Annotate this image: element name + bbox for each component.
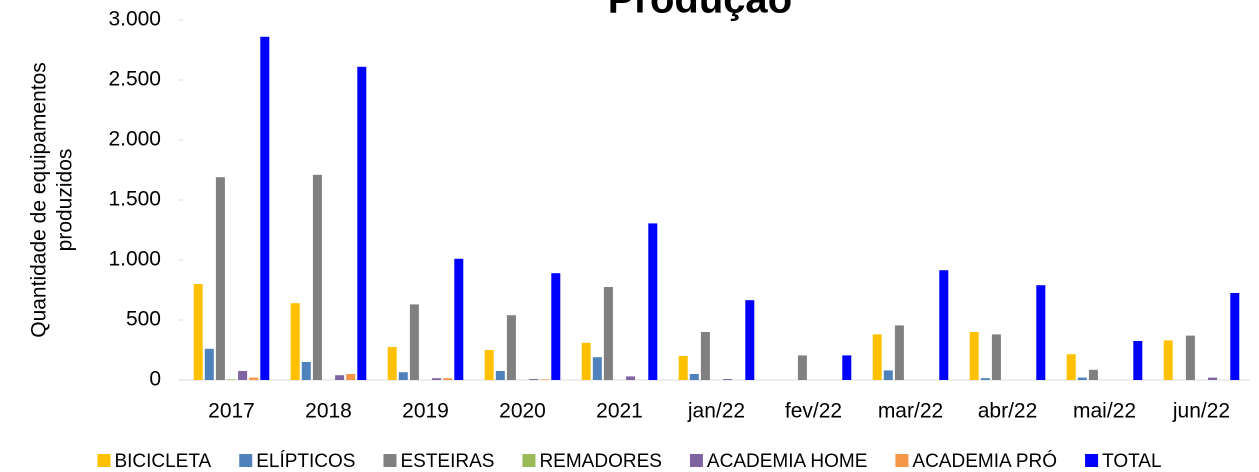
y-tick-label: 500 bbox=[126, 308, 161, 331]
x-tick-label: abr/22 bbox=[978, 400, 1038, 423]
bar bbox=[495, 371, 505, 380]
bar bbox=[346, 374, 356, 380]
bar bbox=[312, 174, 322, 380]
bar bbox=[1066, 354, 1076, 380]
x-tick-label: mar/22 bbox=[878, 400, 943, 423]
x-tick-label: 2021 bbox=[596, 400, 643, 423]
bar bbox=[484, 350, 494, 380]
x-tick-label: jun/22 bbox=[1172, 400, 1230, 423]
bar bbox=[290, 303, 300, 380]
bar bbox=[215, 177, 225, 380]
bar bbox=[883, 370, 893, 380]
bar bbox=[529, 379, 539, 380]
bar bbox=[969, 332, 979, 380]
bar bbox=[1230, 293, 1240, 380]
y-tick-label: 1.500 bbox=[108, 188, 161, 211]
bar bbox=[260, 36, 270, 381]
legend-label: TOTAL bbox=[1102, 451, 1161, 472]
legend-label: ACADEMIA PRÓ bbox=[912, 450, 1057, 472]
bar bbox=[193, 284, 203, 380]
x-tick-label: 2020 bbox=[499, 400, 546, 423]
legend-swatch bbox=[689, 454, 703, 467]
bar bbox=[991, 334, 1001, 380]
bar bbox=[432, 378, 442, 380]
legend-swatch bbox=[383, 454, 397, 467]
legend-swatch bbox=[895, 454, 909, 467]
legend-swatch bbox=[1085, 454, 1099, 467]
x-tick-label: mai/22 bbox=[1073, 400, 1136, 423]
legend-label: ELÍPTICOS bbox=[256, 451, 355, 472]
y-axis-label: produzidos bbox=[54, 149, 77, 252]
bar bbox=[648, 223, 658, 380]
y-tick-label: 2.000 bbox=[108, 128, 161, 151]
bar bbox=[1163, 340, 1173, 380]
bar bbox=[443, 378, 453, 380]
bar bbox=[1133, 341, 1143, 380]
x-tick-label: 2019 bbox=[402, 400, 449, 423]
bar bbox=[939, 270, 949, 380]
bar bbox=[872, 334, 882, 380]
bar bbox=[1185, 335, 1195, 380]
bar bbox=[603, 287, 613, 380]
bar bbox=[249, 377, 259, 380]
bar bbox=[204, 348, 214, 380]
bar bbox=[357, 66, 367, 381]
bar bbox=[540, 379, 550, 380]
legend-swatch bbox=[239, 454, 253, 467]
bar bbox=[797, 355, 807, 380]
x-tick-label: 2018 bbox=[305, 400, 352, 423]
bar bbox=[581, 342, 591, 380]
bar bbox=[700, 332, 710, 380]
bar bbox=[506, 315, 516, 380]
y-tick-label: 1.000 bbox=[108, 248, 161, 271]
y-axis-label: Quantidade de equipamentos bbox=[28, 62, 51, 338]
x-tick-label: jan/22 bbox=[687, 400, 745, 423]
bar bbox=[1077, 377, 1087, 380]
bar bbox=[723, 379, 733, 380]
chart-title: Produção bbox=[608, 0, 792, 22]
bar bbox=[551, 273, 561, 380]
x-tick-label: 2017 bbox=[208, 400, 255, 423]
bar bbox=[842, 355, 852, 380]
bar bbox=[301, 362, 311, 380]
bar bbox=[409, 304, 419, 380]
bar bbox=[1088, 369, 1098, 380]
x-tick-label: fev/22 bbox=[785, 400, 842, 423]
bar bbox=[387, 347, 397, 380]
bar bbox=[980, 378, 990, 380]
bar bbox=[1036, 285, 1046, 380]
legend-label: ESTEIRAS bbox=[400, 451, 494, 472]
bar bbox=[227, 379, 236, 380]
bar bbox=[678, 356, 688, 380]
legend-swatch bbox=[522, 454, 536, 467]
bar bbox=[335, 375, 345, 380]
bar bbox=[592, 357, 602, 380]
y-tick-label: 2.500 bbox=[108, 68, 161, 91]
bar bbox=[689, 374, 699, 380]
y-tick-label: 3.000 bbox=[108, 8, 161, 31]
bar bbox=[398, 372, 408, 380]
bar bbox=[894, 325, 904, 380]
bar bbox=[454, 258, 464, 380]
bar bbox=[745, 300, 755, 380]
legend-label: ACADEMIA HOME bbox=[707, 451, 867, 472]
bar bbox=[1208, 377, 1218, 380]
bar bbox=[626, 376, 636, 380]
legend-label: BICICLETA bbox=[114, 451, 211, 472]
legend-label: REMADORES bbox=[539, 451, 661, 472]
legend-swatch bbox=[97, 454, 111, 467]
bar bbox=[238, 371, 248, 380]
y-tick-label: 0 bbox=[149, 368, 161, 391]
